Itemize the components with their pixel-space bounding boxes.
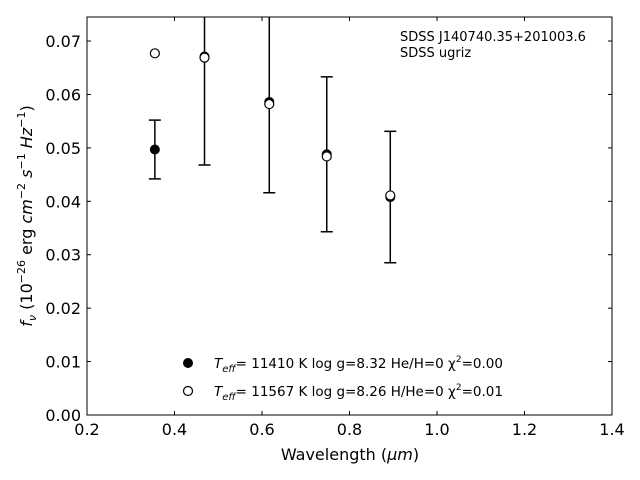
y-tick-label: 0.07 [45, 32, 81, 51]
model-point-open [385, 190, 396, 201]
x-tick-label: 1.2 [512, 420, 537, 439]
annotation-object-name: SDSS J140740.35+201003.6 [400, 30, 586, 45]
legend-label-2: Teff= 11567 K log g=8.26 H/He=0 χ2=0.01 [214, 383, 503, 403]
y-axis-label: fν (10−26 erg cm−2 s−1 Hz−1) [15, 105, 39, 326]
x-axis-label: Wavelength (μm) [281, 445, 419, 464]
model-point-open [264, 98, 275, 110]
y-tick-label: 0.06 [45, 85, 81, 104]
y-tick-label: 0.02 [45, 299, 81, 318]
y-tick-label: 0.03 [45, 246, 81, 265]
y-tick-label: 0.04 [45, 192, 81, 211]
legend-marker-open [182, 385, 194, 397]
x-tick-label: 0.2 [74, 420, 99, 439]
model-point-open [321, 151, 332, 162]
svg-text:fν (10−26 erg cm−2 s−1 Hz−1): fν (10−26 erg cm−2 s−1 Hz−1) [15, 105, 39, 326]
plot-area [86, 16, 613, 416]
legend-label-1: Teff= 11410 K log g=8.32 He/H=0 χ2=0.00 [214, 355, 503, 375]
annotation-survey-name: SDSS ugriz [400, 46, 471, 61]
x-tick-label: 1.0 [424, 420, 449, 439]
x-tick-label: 0.8 [337, 420, 362, 439]
y-tick-label: 0.05 [45, 139, 81, 158]
model-point-filled [149, 144, 160, 155]
x-tick-label: 0.4 [162, 420, 187, 439]
legend: Teff= 11410 K log g=8.32 He/H=0 χ2=0.00 … [182, 355, 503, 403]
model-point-open [149, 48, 160, 59]
x-tick-label: 0.6 [249, 420, 274, 439]
y-axis-ticks: 0.00 0.01 0.02 0.03 0.04 0.05 0.06 0.07 [45, 32, 612, 425]
y-tick-label: 0.00 [45, 406, 81, 425]
y-tick-label: 0.01 [45, 353, 81, 372]
legend-marker-filled [183, 358, 193, 368]
x-tick-label: 1.4 [599, 420, 624, 439]
model-point-open [199, 52, 210, 63]
x-axis-ticks: 0.2 0.4 0.6 0.8 1.0 1.2 1.4 [74, 17, 625, 439]
data-markers [149, 48, 396, 203]
